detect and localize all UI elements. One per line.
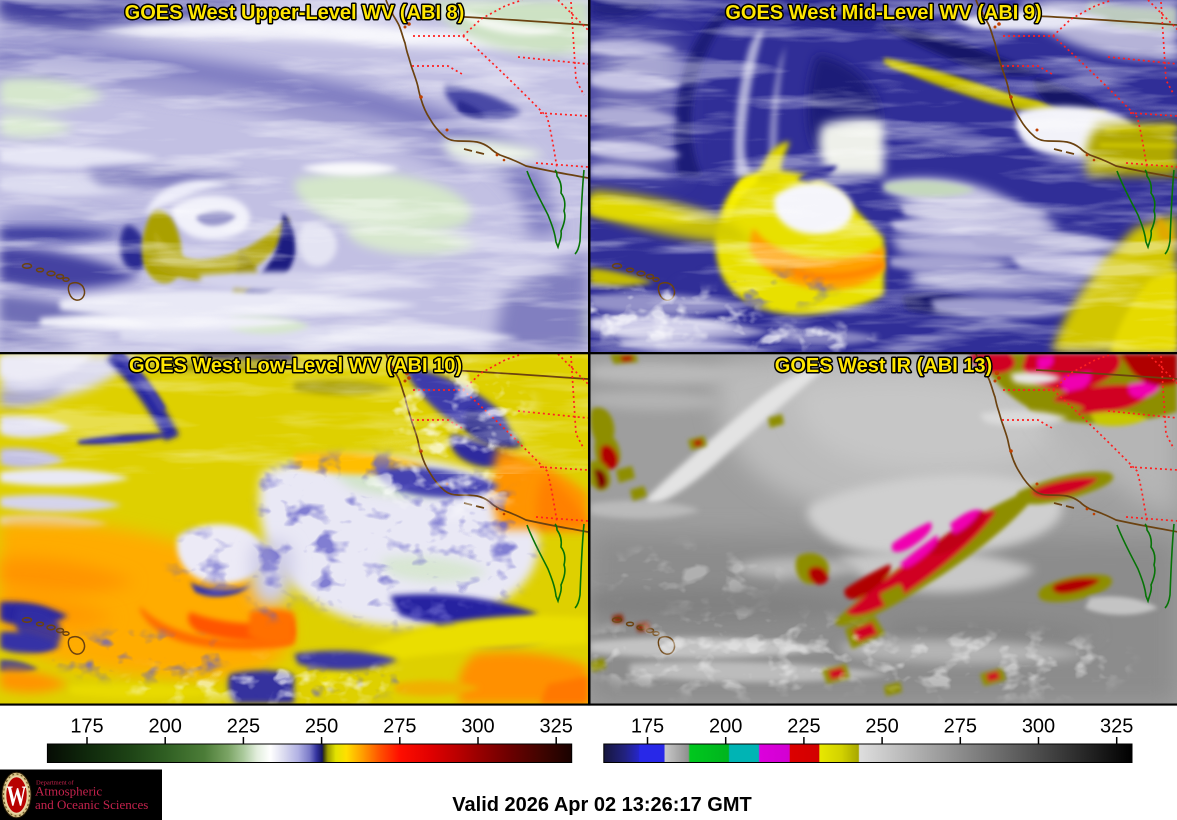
svg-text:Atmospheric: Atmospheric	[35, 784, 102, 799]
svg-text:275: 275	[944, 716, 977, 738]
svg-text:275: 275	[383, 716, 416, 738]
svg-text:325: 325	[1100, 716, 1133, 738]
svg-text:175: 175	[631, 716, 664, 738]
svg-text:250: 250	[865, 716, 898, 738]
svg-text:GOES West Low-Level WV (ABI 10: GOES West Low-Level WV (ABI 10)	[129, 355, 462, 377]
svg-text:250: 250	[305, 716, 338, 738]
svg-text:W: W	[7, 781, 27, 812]
svg-text:GOES West Upper-Level WV (ABI: GOES West Upper-Level WV (ABI 8)	[125, 2, 465, 24]
svg-text:175: 175	[70, 716, 103, 738]
svg-text:300: 300	[1022, 716, 1055, 738]
svg-text:225: 225	[787, 716, 820, 738]
svg-text:GOES West Mid-Level WV (ABI 9): GOES West Mid-Level WV (ABI 9)	[725, 2, 1041, 24]
svg-text:Department of: Department of	[36, 780, 75, 787]
svg-text:300: 300	[461, 716, 494, 738]
svg-text:GOES West IR (ABI 13): GOES West IR (ABI 13)	[775, 355, 992, 377]
svg-text:200: 200	[149, 716, 182, 738]
svg-text:325: 325	[540, 716, 573, 738]
svg-text:200: 200	[709, 716, 742, 738]
svg-text:225: 225	[227, 716, 260, 738]
svg-text:and Oceanic Sciences: and Oceanic Sciences	[35, 797, 148, 812]
svg-text:Valid 2026 Apr 02 13:26:17 GMT: Valid 2026 Apr 02 13:26:17 GMT	[452, 794, 751, 816]
